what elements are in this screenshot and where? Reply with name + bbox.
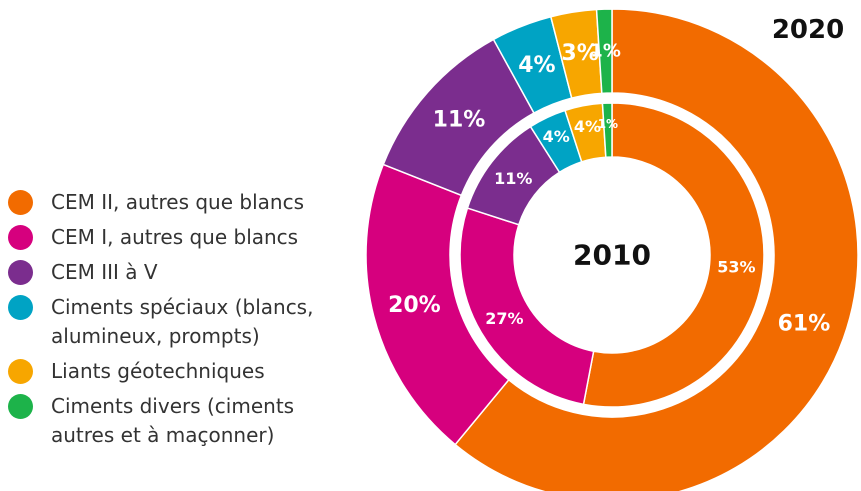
value-label: 3% <box>561 41 598 66</box>
legend-swatch <box>8 260 33 285</box>
legend-label: CEM III à V <box>51 260 158 284</box>
legend-label: Liants géotechniques <box>51 359 265 383</box>
value-label: 1% <box>598 117 618 131</box>
value-label: 4% <box>543 127 570 146</box>
legend-label: CEM I, autres que blancs <box>51 225 299 249</box>
legend-label: Ciments divers (ciments autres et à maço… <box>51 394 295 447</box>
ring-year: 2020 <box>772 15 844 45</box>
legend-swatch <box>8 190 33 215</box>
legend-label: CEM II, autres que blancs <box>51 190 304 214</box>
value-label: 20% <box>388 293 441 318</box>
legend: CEM II, autres que blancs CEM I, autres q… <box>8 188 368 456</box>
value-label: 4% <box>518 53 555 78</box>
legend-item: CEM II, autres que blancs <box>8 188 368 217</box>
value-label: 61% <box>778 312 831 337</box>
legend-swatch <box>8 359 33 384</box>
value-label: 4% <box>574 117 601 136</box>
legend-swatch <box>8 295 33 320</box>
legend-item: Liants géotechniques <box>8 357 368 386</box>
value-label: 27% <box>485 309 523 328</box>
legend-item: Ciments divers (ciments autres et à maço… <box>8 392 368 450</box>
legend-label: Ciments spéciaux (blancs, alumineux, pro… <box>51 295 314 348</box>
legend-swatch <box>8 394 33 419</box>
ring-year: 2010 <box>573 239 651 272</box>
slice <box>595 8 613 95</box>
value-label: 11% <box>494 169 532 188</box>
legend-swatch <box>8 225 33 250</box>
slice <box>601 102 613 158</box>
legend-item: Ciments spéciaux (blancs, alumineux, pro… <box>8 293 368 351</box>
slice <box>454 8 859 491</box>
value-label: 11% <box>433 108 486 133</box>
value-label: 1% <box>590 41 621 62</box>
slice <box>582 102 765 408</box>
value-label: 53% <box>717 257 755 276</box>
legend-item: CEM III à V <box>8 258 368 287</box>
legend-item: CEM I, autres que blancs <box>8 223 368 252</box>
slice <box>459 207 595 406</box>
